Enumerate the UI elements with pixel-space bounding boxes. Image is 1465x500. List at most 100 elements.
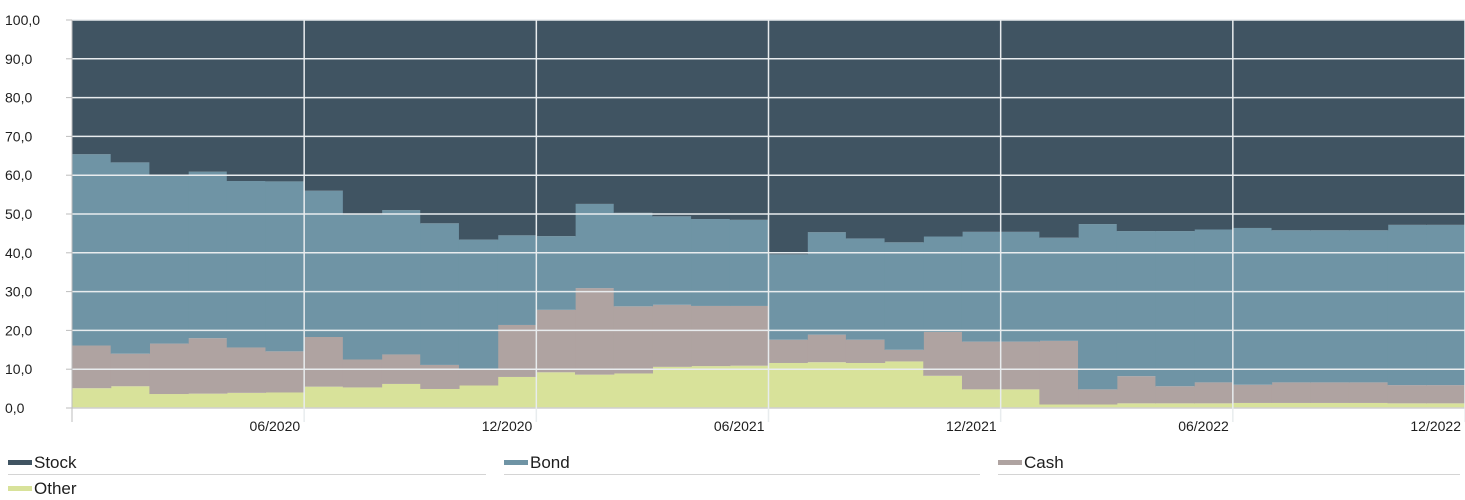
area-segment-cash <box>807 335 846 363</box>
area-segment-cash <box>730 306 769 366</box>
legend-item-cash: Cash <box>998 452 1460 475</box>
area-segment-stock <box>1310 20 1349 230</box>
area-segment-cash <box>1117 376 1156 403</box>
area-segment-other <box>227 393 266 408</box>
area-segment-bond <box>807 232 846 334</box>
area-segment-other <box>536 372 575 408</box>
legend: Stock Bond Cash Other <box>0 452 1465 498</box>
area-segment-other <box>1001 389 1040 408</box>
area-segment-stock <box>691 20 730 219</box>
x-tick-label: 12/2021 <box>946 418 997 434</box>
area-segment-stock <box>227 20 266 181</box>
x-tick-label: 06/2021 <box>714 418 765 434</box>
area-segment-cash <box>265 351 304 392</box>
y-tick-label: 70,0 <box>5 128 32 144</box>
area-segment-bond <box>575 204 614 288</box>
legend-item-other: Other <box>8 478 486 500</box>
area-segment-stock <box>265 20 304 181</box>
area-segment-cash <box>459 370 498 386</box>
area-segment-bond <box>227 181 266 347</box>
area-segment-cash <box>1426 385 1465 403</box>
area-segment-other <box>382 384 421 408</box>
area-segment-other <box>1349 403 1388 408</box>
area-segment-other <box>1310 403 1349 408</box>
legend-label-stock: Stock <box>34 452 77 474</box>
area-segment-stock <box>1349 20 1388 230</box>
area-segment-cash <box>343 360 382 388</box>
area-segment-other <box>614 373 653 408</box>
area-segment-other <box>1272 403 1311 408</box>
y-tick-label: 40,0 <box>5 245 32 261</box>
legend-swatch-other <box>8 486 32 491</box>
area-segment-other <box>343 387 382 408</box>
area-segment-other <box>149 394 188 408</box>
area-segment-cash <box>1194 382 1233 403</box>
area-segment-cash <box>188 338 227 393</box>
area-segment-stock <box>1117 20 1156 231</box>
legend-label-cash: Cash <box>1024 452 1064 474</box>
area-segment-stock <box>807 20 846 232</box>
area-segment-cash <box>769 340 808 363</box>
area-segment-bond <box>1388 225 1427 385</box>
area-segment-other <box>1233 403 1272 408</box>
area-segment-stock <box>1001 20 1040 232</box>
y-tick-label: 80,0 <box>5 90 32 106</box>
area-segment-stock <box>188 20 227 172</box>
area-segment-bond <box>149 175 188 344</box>
area-segment-bond <box>1001 232 1040 342</box>
y-tick-label: 60,0 <box>5 167 32 183</box>
area-segment-bond <box>343 215 382 360</box>
area-segment-stock <box>459 20 498 240</box>
area-segment-stock <box>1194 20 1233 230</box>
area-segment-stock <box>536 20 575 236</box>
area-segment-other <box>72 388 111 408</box>
area-segment-cash <box>227 347 266 392</box>
area-segment-stock <box>614 20 653 213</box>
area-segment-bond <box>846 238 885 339</box>
area-segment-bond <box>382 210 421 354</box>
area-segment-stock <box>1039 20 1078 238</box>
area-segment-cash <box>111 354 150 387</box>
area-segment-bond <box>111 162 150 353</box>
area-segment-bond <box>885 242 924 349</box>
area-segment-other <box>691 366 730 408</box>
area-segment-cash <box>614 306 653 373</box>
area-segment-stock <box>1426 20 1465 225</box>
area-segment-stock <box>420 20 459 223</box>
area-segment-cash <box>1310 382 1349 403</box>
area-segment-stock <box>304 20 343 191</box>
area-segment-other <box>730 366 769 408</box>
x-tick-label: 12/2020 <box>482 418 533 434</box>
area-segment-cash <box>1233 385 1272 403</box>
area-segment-stock <box>1155 20 1194 231</box>
legend-label-bond: Bond <box>530 452 570 474</box>
area-segment-stock <box>111 20 150 162</box>
area-segment-bond <box>1233 228 1272 385</box>
area-segment-cash <box>846 340 885 363</box>
area-segment-other <box>575 375 614 408</box>
area-segment-stock <box>575 20 614 204</box>
area-segment-stock <box>730 20 769 220</box>
area-segment-bond <box>923 237 962 332</box>
area-segment-bond <box>265 181 304 351</box>
area-segment-cash <box>536 310 575 372</box>
legend-item-stock: Stock <box>8 452 486 475</box>
area-segment-other <box>923 376 962 408</box>
area-segment-cash <box>885 350 924 362</box>
area-segment-other <box>459 385 498 408</box>
legend-label-other: Other <box>34 478 77 500</box>
area-segment-bond <box>1426 225 1465 385</box>
area-segment-cash <box>652 305 691 367</box>
area-segment-bond <box>769 254 808 339</box>
area-segment-cash <box>304 337 343 387</box>
y-tick-label: 30,0 <box>5 284 32 300</box>
area-segment-other <box>304 387 343 408</box>
area-segment-other <box>652 367 691 408</box>
y-tick-label: 10,0 <box>5 361 32 377</box>
area-segment-stock <box>1388 20 1427 225</box>
area-segment-cash <box>962 342 1001 390</box>
area-segment-cash <box>1078 389 1117 404</box>
legend-swatch-bond <box>504 460 528 465</box>
area-segment-cash <box>72 346 111 389</box>
allocation-chart: 0,0 10,0 20,0 30,0 40,0 50,0 60,0 70,0 80,0 90,0 1… <box>0 0 1465 450</box>
